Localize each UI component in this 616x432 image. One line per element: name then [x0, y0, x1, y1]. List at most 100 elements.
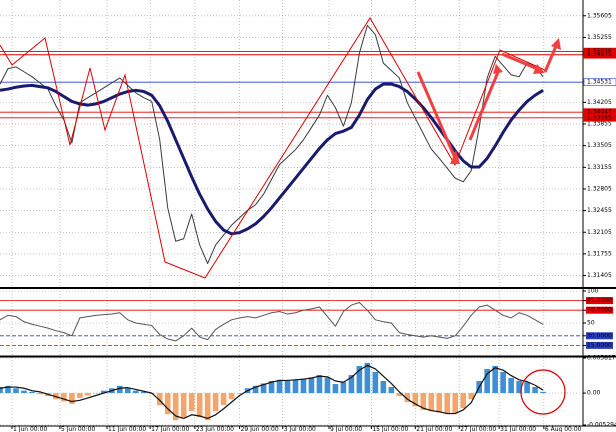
- arrow-head: [551, 38, 561, 50]
- labels-layer: 1 Jun 00:00 5 Jun 00:00 11 Jun 00:00 17 Jun…: [11, 12, 616, 432]
- histogram-bar: [61, 393, 67, 402]
- histogram-bar: [420, 393, 427, 410]
- histogram-bar: [396, 393, 403, 397]
- series-line: [0, 364, 544, 419]
- histogram-bar: [516, 381, 522, 394]
- y-tick-label: 1.34205: [587, 99, 612, 106]
- histogram-bar: [268, 381, 275, 394]
- histogram-bar: [468, 393, 474, 400]
- level-label: 1.34975: [587, 51, 612, 58]
- histogram-bar: [260, 383, 267, 394]
- histogram-bar: [132, 390, 139, 394]
- x-tick-label: 17 Jun 00:00: [151, 426, 189, 432]
- y-tick-box: [586, 332, 613, 340]
- histogram-bar: [37, 393, 43, 395]
- x-tick-label: 23 Jun 00:00: [196, 426, 234, 432]
- histogram-bar: [252, 385, 259, 394]
- level-label-box: [583, 78, 616, 87]
- y-tick-label: 1.35605: [587, 12, 612, 19]
- histogram-bar: [508, 378, 514, 394]
- x-tick-label: 5 Jun 00:00: [61, 426, 95, 432]
- level-label: 1.34047: [587, 109, 612, 116]
- histogram-bar: [404, 393, 411, 403]
- zigzag-line: [0, 17, 546, 279]
- histogram-bar: [21, 390, 27, 394]
- y-tick-label: 1.32455: [587, 207, 612, 214]
- x-tick-label: 6 Aug 00:00: [545, 426, 582, 432]
- zigzag-overlay: [0, 17, 566, 415]
- histogram-bar: [324, 377, 331, 394]
- histogram-bar: [308, 377, 315, 394]
- histogram-bar: [340, 382, 347, 394]
- level-label-box: [583, 50, 616, 59]
- series-line: [0, 82, 544, 236]
- y-tick-box: [586, 341, 613, 349]
- histogram-bar: [69, 393, 75, 404]
- x-tick-label: 27 Jul 00:00: [460, 426, 496, 432]
- histogram-bar: [292, 379, 299, 394]
- histogram-bar: [172, 393, 179, 421]
- y-tick-label: 1.33155: [587, 164, 612, 171]
- x-tick-label: 1 Jun 00:00: [13, 426, 47, 432]
- x-tick-label: 31 Jul 00:00: [500, 426, 536, 432]
- histogram-bar: [332, 384, 339, 394]
- histogram-bar: [13, 388, 19, 394]
- series-line: [0, 302, 544, 342]
- histogram-bar: [180, 393, 187, 418]
- histogram-bar: [164, 393, 171, 415]
- arrow-head: [493, 64, 503, 74]
- y-tick-label: 0.0058177: [587, 355, 616, 362]
- y-tick-label: 1.32805: [587, 185, 612, 192]
- histogram-bar: [284, 381, 291, 394]
- y-tick-box: [586, 297, 613, 305]
- arrow-line: [543, 45, 558, 73]
- level-label: 1.34531: [587, 79, 612, 86]
- histogram-bar: [204, 393, 211, 421]
- histogram-bar: [101, 390, 107, 394]
- histogram-bar: [228, 393, 235, 400]
- y-tick-label: 1.33855: [587, 121, 612, 128]
- histogram-bar: [484, 368, 490, 394]
- histogram-bar: [220, 393, 227, 406]
- histogram-bar: [316, 374, 323, 394]
- y-tick-label: 1.35255: [587, 34, 612, 41]
- histogram-bar: [196, 393, 203, 418]
- histogram-bar: [156, 393, 163, 406]
- histogram-bar: [5, 385, 11, 394]
- histogram-bar: [29, 391, 35, 394]
- y-tick-label: 100: [587, 288, 599, 295]
- histogram-bar: [380, 381, 387, 394]
- arrow-line: [468, 71, 500, 141]
- y-tick-label: 50: [587, 320, 595, 327]
- histogram-bar: [85, 393, 91, 396]
- histogram-bar: [276, 379, 283, 394]
- histogram-bar: [436, 393, 443, 413]
- y-tick-label: 0.00: [587, 390, 601, 397]
- y-tick-label: 15.0000: [587, 342, 612, 349]
- histogram-bar: [77, 393, 83, 398]
- histogram-bar: [356, 365, 363, 394]
- level-label: 1.33955: [587, 114, 612, 121]
- histogram-bar: [492, 365, 498, 394]
- histogram-bar: [532, 387, 538, 394]
- arrow-head: [450, 150, 460, 164]
- marks-layer: [0, 24, 546, 421]
- x-tick-label: 21 Jul 00:00: [416, 426, 452, 432]
- histogram-bar: [540, 391, 546, 394]
- histogram-bar: [452, 393, 459, 413]
- histogram-bar: [212, 393, 219, 412]
- arrow-line: [416, 71, 457, 159]
- arrow-head: [533, 64, 545, 74]
- histogram-bar: [364, 362, 371, 394]
- histogram-bar: [140, 391, 147, 394]
- histogram-bar: [0, 387, 3, 394]
- y-tick-label: 30.0000: [587, 332, 612, 339]
- y-tick-label: 1.32105: [587, 229, 612, 236]
- histogram-bar: [444, 393, 451, 415]
- highlight-circle: [520, 369, 566, 415]
- y-tick-box: [586, 306, 613, 314]
- histogram-bar: [348, 374, 355, 394]
- x-tick-label: 9 Jul 00:00: [330, 426, 362, 432]
